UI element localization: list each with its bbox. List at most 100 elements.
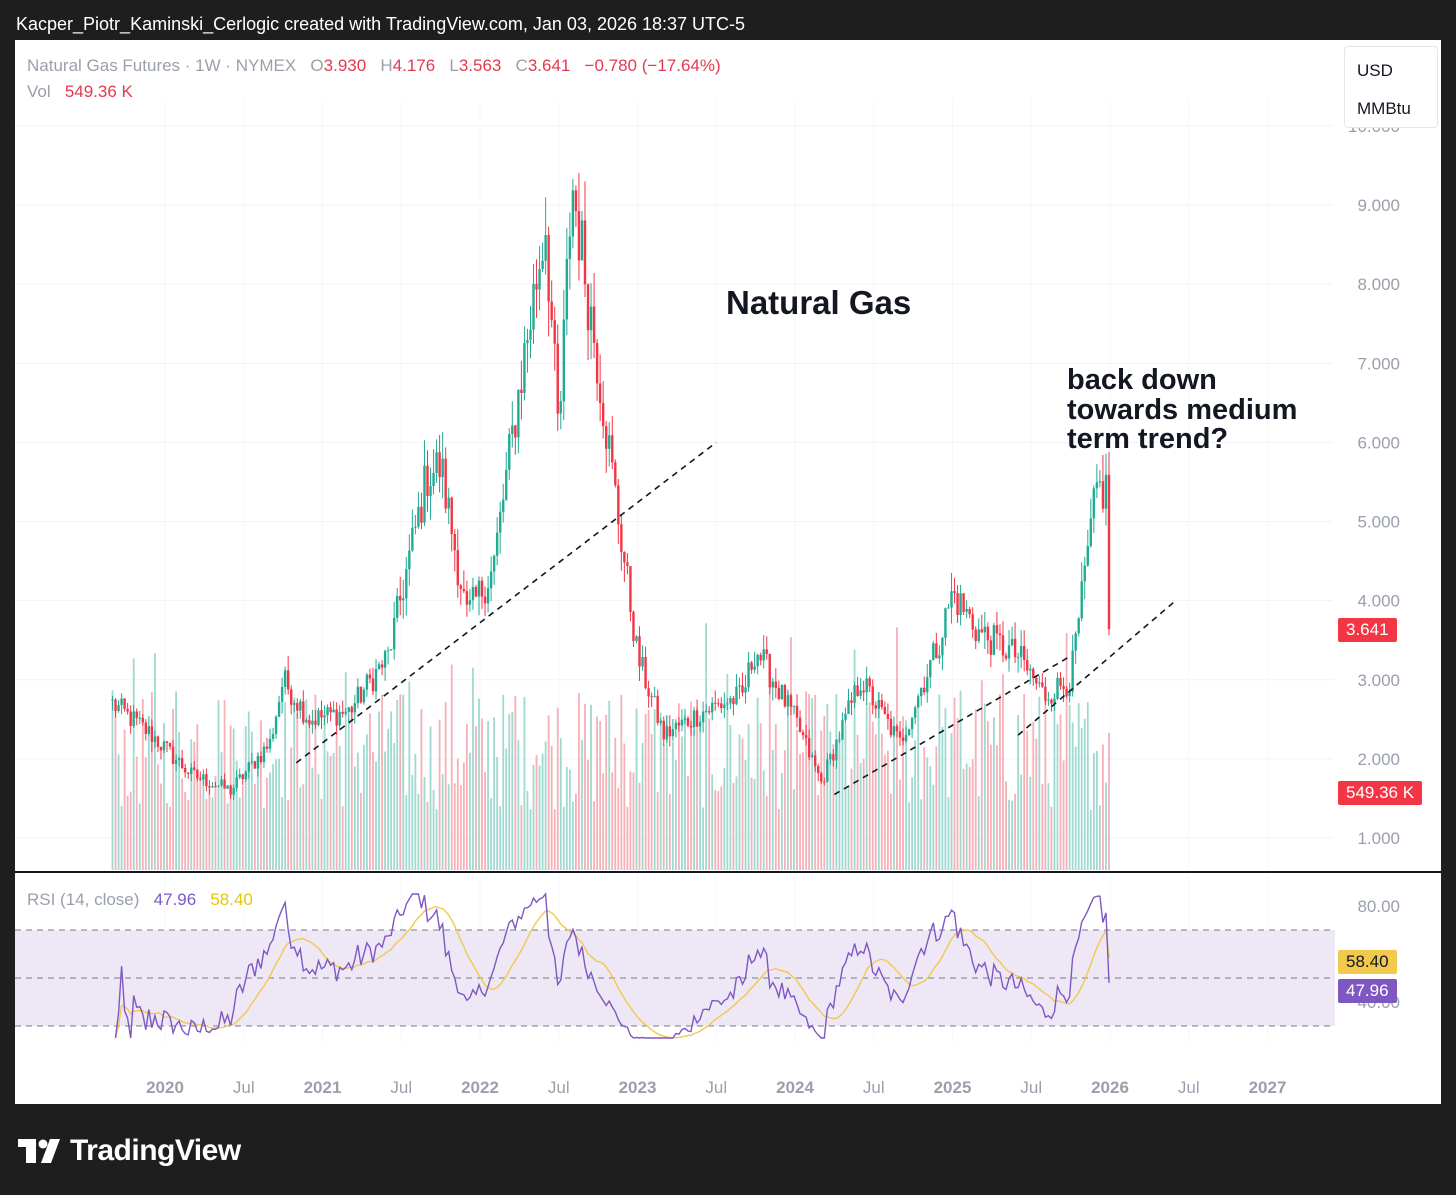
volume-bar: [196, 724, 199, 870]
candle-body: [138, 717, 141, 719]
volume-bar: [726, 674, 729, 870]
volume-bar: [1014, 793, 1016, 870]
volume-bar: [305, 699, 308, 870]
chart-annotation-note-2: towards medium: [1067, 394, 1297, 426]
candle-body: [614, 462, 617, 486]
candle-body: [832, 754, 835, 761]
candle-body: [623, 551, 626, 563]
volume-bar: [211, 797, 214, 870]
candle-body: [916, 696, 920, 708]
candle-body: [489, 571, 493, 589]
axes: 10.0009.0008.0007.0006.0005.0004.0003.00…: [15, 117, 1441, 1097]
candle-body: [611, 435, 614, 463]
volume-bar: [862, 758, 865, 870]
candle-body: [947, 607, 950, 609]
volume-bar: [671, 741, 674, 870]
volume-bar: [484, 771, 486, 870]
candle-body: [532, 283, 535, 330]
candle-body: [895, 726, 899, 732]
candle-body: [174, 760, 178, 764]
volume-bar: [1047, 783, 1050, 870]
candle-body: [817, 766, 820, 774]
candle-body: [523, 343, 526, 393]
volume-bar: [835, 694, 838, 870]
candle-body: [813, 755, 817, 767]
candle-body: [786, 695, 790, 707]
candle-body: [396, 596, 399, 618]
legend-high-label: H: [380, 56, 393, 75]
candle-body: [653, 695, 656, 697]
chart-canvas[interactable]: 10.0009.0008.0007.0006.0005.0004.0003.00…: [15, 40, 1441, 1104]
candle-body: [214, 786, 217, 788]
candle-body: [768, 654, 771, 688]
candle-body: [774, 681, 778, 689]
volume-bar: [1077, 703, 1080, 870]
candle-body: [798, 717, 802, 733]
volume-bar: [157, 764, 159, 870]
volume-bar: [429, 726, 432, 870]
candle-body: [929, 660, 932, 677]
price-grid: [15, 100, 1333, 1043]
candle-body: [1083, 565, 1086, 582]
volume-bar: [790, 637, 792, 870]
volume-bar: [687, 775, 689, 870]
rsi-tick-label: 80.00: [1357, 897, 1400, 916]
volume-bar: [856, 734, 859, 870]
candle-body: [932, 643, 935, 661]
price-tick-label: 6.000: [1357, 433, 1400, 452]
legend-change: −0.780 (−17.64%): [584, 56, 721, 75]
candle-body: [511, 425, 514, 434]
unit-label[interactable]: MMBtu: [1357, 99, 1411, 118]
volume-bar: [581, 739, 583, 870]
volume-bar: [120, 806, 123, 870]
volume-bar: [187, 799, 190, 870]
candle-body: [608, 435, 611, 449]
volume-bar: [411, 774, 414, 870]
currency-label[interactable]: USD: [1357, 61, 1393, 80]
volume-bar: [917, 703, 920, 870]
volume-bar: [465, 723, 468, 870]
volume-bar: [1105, 782, 1107, 870]
volume-bar: [172, 708, 174, 870]
candle-body: [359, 686, 363, 703]
volume-bar: [420, 709, 423, 870]
volume-bar: [890, 793, 892, 870]
candle-body: [868, 678, 871, 687]
volume-bar: [459, 785, 462, 870]
volume-bar: [1029, 776, 1032, 870]
candle-body: [683, 718, 687, 720]
candle-body: [698, 722, 702, 727]
volume-bar: [1074, 746, 1077, 870]
candle-body: [211, 786, 214, 788]
candle-body: [196, 769, 199, 779]
candle-body: [732, 698, 735, 705]
candle-body: [565, 258, 569, 320]
volume-bar: [362, 744, 365, 870]
candle-body: [232, 787, 235, 795]
candle-body: [180, 758, 184, 769]
chart-panel[interactable]: 10.0009.0008.0007.0006.0005.0004.0003.00…: [15, 40, 1441, 1104]
volume-bar: [253, 784, 256, 870]
candle-body: [1059, 677, 1062, 687]
candle-body: [568, 236, 572, 259]
candle-body: [1050, 699, 1053, 704]
candle-body: [123, 698, 126, 709]
volume-bar: [547, 715, 550, 870]
candle-body: [205, 774, 208, 787]
volume-bar: [608, 700, 611, 870]
candle-body: [268, 738, 272, 749]
candle-body: [229, 785, 232, 795]
candle-body: [344, 711, 347, 714]
volume-bar: [450, 664, 453, 870]
candle-body: [647, 688, 650, 697]
candle-body: [838, 739, 841, 741]
volume-bar: [759, 723, 762, 870]
volume-bar: [902, 716, 904, 870]
candle-body: [829, 754, 832, 760]
currency-unit-selector[interactable]: USD MMBtu: [1344, 46, 1438, 128]
candle-body: [141, 717, 144, 723]
volume-bar: [1086, 702, 1089, 870]
volume-bar: [844, 723, 847, 870]
volume-bar: [877, 692, 880, 870]
candle-body: [823, 781, 826, 783]
